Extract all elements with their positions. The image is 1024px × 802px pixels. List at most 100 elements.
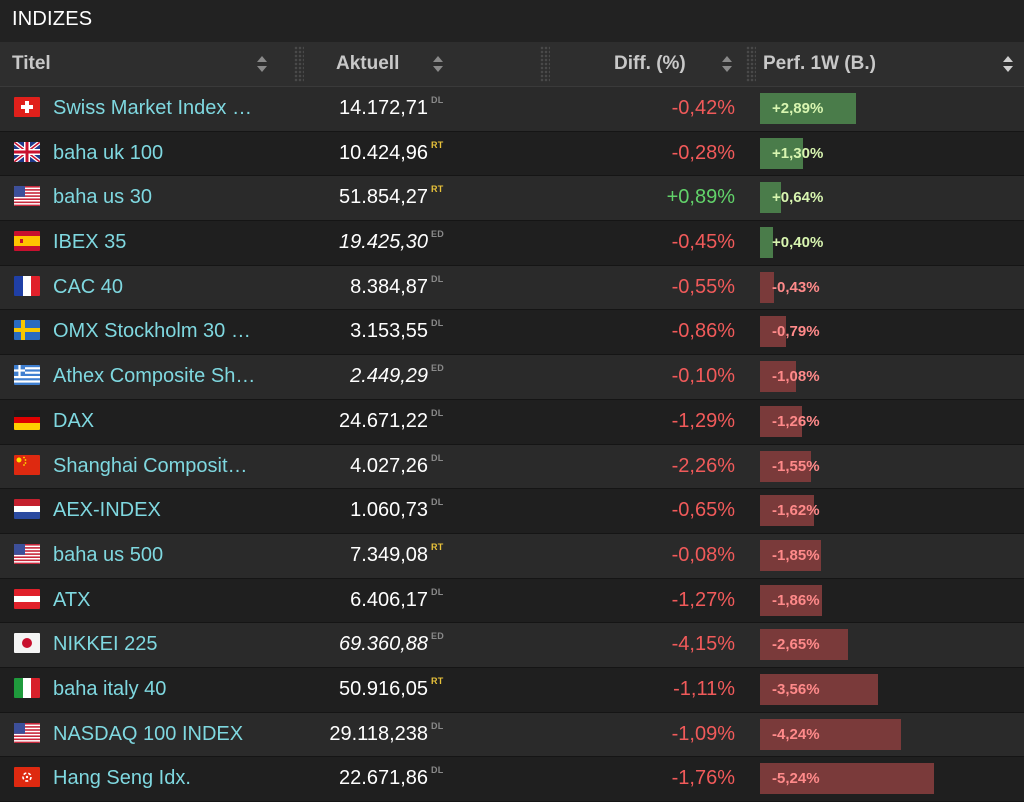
flag-icon-jp [14,633,40,654]
weekly-performance-bar [760,405,802,437]
table-header: Titel Aktuell Diff. (%) Perf. 1W (B.) [0,42,1024,87]
flag-icon-nl [14,499,40,520]
index-name-link[interactable]: ATX [53,588,91,611]
weekly-performance-label: -1,08% [772,368,820,386]
index-name-link[interactable]: OMX Stockholm 30 … [53,320,251,343]
column-resize-handle[interactable] [746,46,756,82]
flag-icon-es [14,231,40,252]
weekly-performance-label: -1,85% [772,546,820,564]
index-name-link[interactable]: Swiss Market Index … [53,97,252,119]
index-name-link[interactable]: baha uk 100 [53,141,164,164]
daily-change-percent: -0,08% [671,543,735,566]
weekly-performance-bar [760,495,814,527]
weekly-performance-bar [760,539,822,571]
current-price: 19.425,30 [339,231,428,254]
index-name-link[interactable]: Hang Seng Idx. [53,767,191,790]
current-price: 29.118,238 [329,722,428,745]
sort-icon[interactable] [721,55,733,73]
daily-change-percent: -0,45% [671,231,735,254]
index-name-link[interactable]: baha us 500 [53,543,164,566]
current-price: 22.671,86 [339,767,428,790]
table-row[interactable]: AEX-INDEX 1.060,73 DL -0,65% -1,62% [0,489,1024,534]
index-name-link[interactable]: Shanghai Composit… [53,454,248,477]
weekly-performance-label: +0,40% [772,234,824,252]
daily-change-percent: -1,11% [673,677,735,700]
table-row[interactable]: baha uk 100 10.424,96 RT -0,28% +1,30% [0,131,1024,177]
weekly-performance-label: -0,43% [772,278,820,296]
column-header-aktuell[interactable]: Aktuell [336,53,400,74]
current-price: 14.172,71 [339,97,428,119]
table-row[interactable]: IBEX 35 19.425,30 ED -0,45% +0,40% [0,221,1024,266]
table-body: Swiss Market Index … 14.172,71 DL -0,42% +2,… [0,87,1024,802]
table-row[interactable]: baha us 30 51.854,27 RT +0,89% +0,64% [0,176,1024,222]
quote-source-badge: DL [431,497,444,508]
flag-icon-se [14,320,40,341]
weekly-performance-label: -0,79% [772,323,820,341]
index-name-link[interactable]: IBEX 35 [53,231,127,254]
sort-icon[interactable] [432,55,444,73]
daily-change-percent: -0,55% [671,275,735,298]
daily-change-percent: -4,15% [671,633,735,656]
sort-icon[interactable] [256,55,268,73]
weekly-performance-label: -2,65% [772,636,820,654]
current-price: 50.916,05 [339,677,428,700]
table-row[interactable]: baha italy 40 50.916,05 RT -1,11% -3,56% [0,667,1024,713]
quote-source-badge: DL [431,720,444,731]
quote-source-badge: DL [431,586,444,597]
table-row[interactable]: ATX 6.406,17 DL -1,27% -1,86% [0,578,1024,624]
daily-change-percent: -1,09% [671,722,735,745]
current-price: 24.671,22 [339,409,428,432]
flag-icon-ch [14,97,40,117]
index-name-link[interactable]: NIKKEI 225 [53,633,158,656]
column-resize-handle[interactable] [294,46,304,82]
flag-icon-de [14,409,40,430]
weekly-performance-label: -5,24% [772,770,820,788]
column-resize-handle[interactable] [540,46,550,82]
table-row[interactable]: DAX 24.671,22 DL -1,29% -1,26% [0,399,1024,445]
table-row[interactable]: Shanghai Composit… 4.027,26 DL -2,26% -1,55% [0,444,1024,490]
index-name-link[interactable]: CAC 40 [53,275,124,298]
weekly-performance-bar [760,271,775,303]
weekly-performance-bar [760,361,796,393]
table-row[interactable]: OMX Stockholm 30 … 3.153,55 DL -0,86% -0,79% [0,310,1024,356]
table-row[interactable]: Swiss Market Index … 14.172,71 DL -0,42% +2,… [0,87,1024,132]
flag-icon-it [14,677,40,698]
table-row[interactable]: Athex Composite Sh… 2.449,29 ED -0,10% -1,08… [0,355,1024,400]
quote-source-badge: ED [431,363,445,374]
quote-source-badge: ED [431,631,445,642]
column-header-diff[interactable]: Diff. (%) [614,53,686,74]
quote-source-badge: DL [431,407,444,418]
quote-source-badge: RT [431,541,444,552]
weekly-performance-bar [760,718,901,750]
daily-change-percent: -0,42% [671,97,735,119]
table-row[interactable]: Hang Seng Idx. 22.671,86 DL -1,76% -5,24% [0,757,1024,802]
index-name-link[interactable]: NASDAQ 100 INDEX [53,722,244,745]
index-name-link[interactable]: AEX-INDEX [53,499,161,522]
weekly-performance-bar [760,450,812,482]
weekly-performance-bar [760,227,774,259]
sort-icon[interactable] [1002,55,1014,73]
index-name-link[interactable]: DAX [53,409,95,432]
flag-icon-at [14,588,40,609]
table-row[interactable]: baha us 500 7.349,08 RT -0,08% -1,85% [0,533,1024,579]
index-name-link[interactable]: Athex Composite Sh… [53,365,256,388]
current-price: 7.349,08 [350,543,428,566]
table-row[interactable]: CAC 40 8.384,87 DL -0,55% -0,43% [0,265,1024,311]
flag-icon-us [14,186,40,207]
daily-change-percent: -0,86% [671,320,735,343]
flag-icon-us [14,543,40,564]
index-name-link[interactable]: baha italy 40 [53,677,167,700]
index-name-link[interactable]: baha us 30 [53,186,152,209]
table-row[interactable]: NIKKEI 225 69.360,88 ED -4,15% -2,65% [0,623,1024,668]
column-header-perf[interactable]: Perf. 1W (B.) [763,53,876,74]
weekly-performance-label: -3,56% [772,680,820,698]
weekly-performance-label: -1,26% [772,412,820,430]
column-header-titel[interactable]: Titel [12,53,51,74]
quote-source-badge: DL [431,318,444,329]
current-price: 3.153,55 [350,320,428,343]
weekly-performance-label: -1,55% [772,457,820,475]
table-row[interactable]: NASDAQ 100 INDEX 29.118,238 DL -1,09% -4,24% [0,712,1024,758]
flag-icon-us [14,722,40,743]
flag-icon-hk [14,767,40,788]
weekly-performance-bar [760,182,782,214]
